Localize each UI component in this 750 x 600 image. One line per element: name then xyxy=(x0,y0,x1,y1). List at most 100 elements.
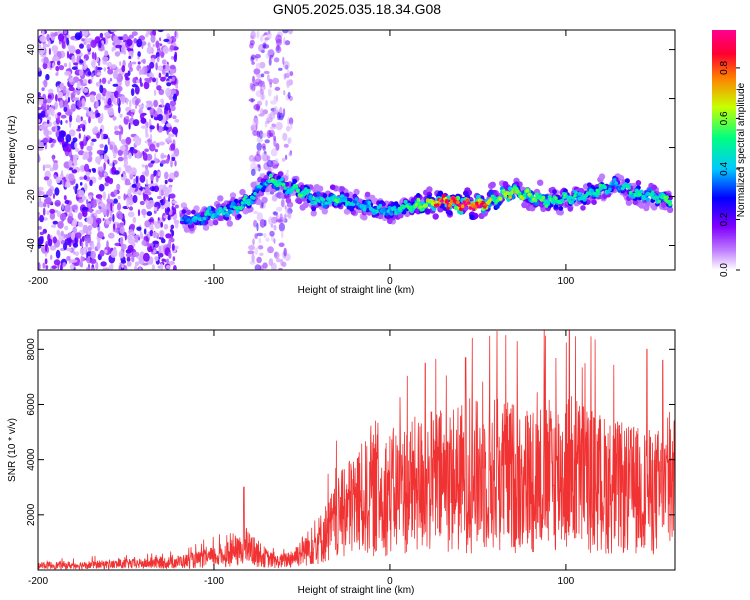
spectrogram-ridge-cell xyxy=(475,201,479,206)
spectrogram-noise-cell xyxy=(146,80,152,83)
spectrogram-ridge-cell xyxy=(611,182,615,186)
spectrogram-noise-cell xyxy=(144,164,149,170)
spectrogram-noise-cell xyxy=(171,156,176,162)
spectrogram-noise-cell xyxy=(287,91,291,99)
spectrogram-noise-cell xyxy=(164,188,170,196)
spectrogram-ridge-cell xyxy=(387,206,392,210)
spectrogram-ylabel: Frequency (Hz) xyxy=(7,116,18,185)
spectrogram-ridge-cell xyxy=(313,200,318,205)
spectrogram-noise-cell xyxy=(104,50,109,57)
spectrogram-noise-cell xyxy=(96,93,102,102)
spectrogram-noise-cell xyxy=(42,262,46,269)
spectrogram-noise-cell xyxy=(91,60,96,68)
spectrogram-noise-cell xyxy=(276,258,281,263)
spectrogram-noise-cell xyxy=(140,125,147,129)
spectrogram-noise-cell xyxy=(87,225,93,231)
spectrogram-noise-cell xyxy=(162,46,169,54)
spectrogram-noise-cell xyxy=(285,154,288,160)
spectrogram-ridge-cell xyxy=(311,206,317,212)
spectrogram-noise-cell xyxy=(269,111,276,120)
spectrogram-noise-cell xyxy=(61,138,65,145)
spectrogram-noise-cell xyxy=(42,207,46,216)
spectrogram-noise-cell xyxy=(256,73,263,78)
spectrogram-ridge-cell xyxy=(308,194,313,198)
spectrogram-noise-cell xyxy=(153,89,157,96)
spectrogram-noise-cell xyxy=(140,117,147,124)
x-tick-label: -200 xyxy=(28,576,48,587)
colorbar-tick-label: 0.6 xyxy=(719,111,730,125)
spectrogram-noise-cell xyxy=(141,240,147,246)
spectrogram-ridge-cell xyxy=(584,193,588,198)
spectrogram-noise-cell xyxy=(168,96,174,101)
spectrogram-noise-cell xyxy=(38,119,41,123)
x-tick-label: 0 xyxy=(387,576,393,587)
spectrogram-noise-cell xyxy=(278,267,283,270)
spectrogram-noise-cell xyxy=(52,220,58,225)
x-tick-label: -100 xyxy=(204,276,224,287)
spectrogram-noise-cell xyxy=(139,232,143,239)
spectrogram-ridge-cell xyxy=(284,181,290,187)
spectrogram-noise-cell xyxy=(82,87,89,93)
spectrogram-noise-cell xyxy=(59,83,64,90)
spectrogram-ridge-cell xyxy=(597,191,601,196)
spectrogram-noise-cell xyxy=(265,237,270,242)
spectrogram-noise-cell xyxy=(145,178,148,186)
spectrogram-noise-cell xyxy=(101,77,107,84)
spectrogram-noise-cell xyxy=(102,267,110,270)
spectrogram-noise-cell xyxy=(86,145,93,152)
spectrogram-noise-cell xyxy=(96,132,100,139)
spectrogram-noise-cell xyxy=(46,98,52,104)
spectrogram-noise-cell xyxy=(158,88,165,96)
spectrogram-noise-cell xyxy=(59,99,64,109)
spectrogram-ridge-cell xyxy=(353,188,360,196)
spectrogram-ridge-cell xyxy=(427,194,432,200)
spectrogram-noise-cell xyxy=(86,267,90,270)
spectrogram-ridge-cell xyxy=(205,209,210,214)
spectrogram-noise-cell xyxy=(124,265,128,270)
spectrogram-noise-cell xyxy=(258,113,265,117)
spectrogram-noise-cell xyxy=(160,76,166,82)
spectrogram-ridge-cell xyxy=(649,193,653,197)
spectrogram-noise-cell xyxy=(75,49,81,55)
spectrogram-ridge-cell xyxy=(418,202,422,207)
spectrogram-noise-cell xyxy=(120,260,127,264)
spectrogram-noise-cell xyxy=(278,242,285,248)
spectrogram-noise-cell xyxy=(86,199,89,205)
spectrogram-noise-cell xyxy=(252,238,255,246)
spectrogram-noise-cell xyxy=(256,137,264,143)
spectrogram-ridge-cell xyxy=(216,211,221,216)
spectrogram-noise-cell xyxy=(265,99,268,107)
spectrogram-noise-cell xyxy=(97,61,101,66)
spectrogram-noise-cell xyxy=(163,110,168,115)
spectrogram-noise-cell xyxy=(112,116,117,121)
spectrogram-noise-cell xyxy=(267,246,274,254)
spectrogram-ridge-cell xyxy=(278,182,283,186)
spectrogram-ridge-cell xyxy=(367,200,372,205)
spectrogram-noise-cell xyxy=(107,69,114,75)
spectrogram-noise-cell xyxy=(275,121,283,131)
spectrogram-noise-cell xyxy=(153,206,158,211)
spectrogram-ridge-cell xyxy=(179,219,185,225)
spectrogram-ridge-cell xyxy=(557,209,564,216)
spectrogram-ridge-cell xyxy=(398,212,404,219)
spectrogram-noise-cell xyxy=(58,65,65,71)
spectrogram-noise-cell xyxy=(262,145,267,151)
spectrogram-ridge-cell xyxy=(543,199,547,203)
spectrogram-noise-cell xyxy=(167,178,173,183)
spectrogram-ridge-cell xyxy=(186,218,191,222)
spectrogram-noise-cell xyxy=(43,128,49,136)
spectrogram-ridge-cell xyxy=(612,178,617,182)
colorbar-tick-label: 0.8 xyxy=(719,61,730,75)
spectrogram-noise-cell xyxy=(52,154,55,162)
spectrogram-noise-cell xyxy=(65,110,73,116)
spectrogram-noise-cell xyxy=(125,77,130,81)
spectrogram-noise-cell xyxy=(124,182,132,186)
spectrogram-ridge-cell xyxy=(651,184,657,191)
spectrogram-noise-cell xyxy=(119,61,122,66)
spectrogram-ridge-cell xyxy=(566,197,571,202)
spectrogram-noise-cell xyxy=(151,187,155,192)
spectrogram-noise-cell xyxy=(106,240,109,250)
y-tick-label: 4000 xyxy=(26,448,37,471)
spectrogram-noise-cell xyxy=(76,80,81,90)
spectrogram-noise-cell xyxy=(60,120,63,125)
